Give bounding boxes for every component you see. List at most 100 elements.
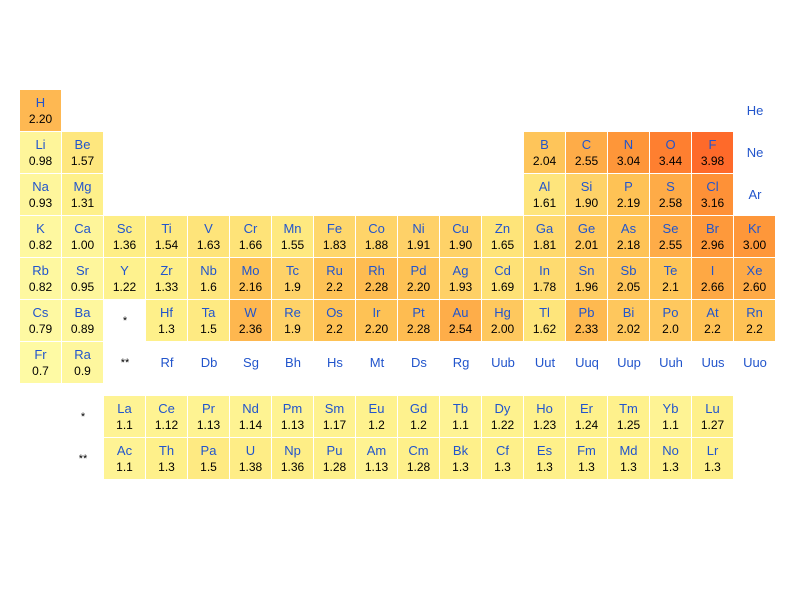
element-cf: Cf1.3 <box>482 438 524 480</box>
element-uus: Uus <box>692 342 734 384</box>
period-row: Li0.98Be1.57B2.04C2.55N3.04O3.44F3.98Ne <box>20 132 776 174</box>
period-row: Rb0.82Sr0.95Y1.22Zr1.33Nb1.6Mo2.16Tc1.9R… <box>20 258 776 300</box>
element-uuo: Uuo <box>734 342 776 384</box>
element-value: 1.3 <box>578 459 595 475</box>
element-bk: Bk1.3 <box>440 438 482 480</box>
element-se: Se2.55 <box>650 216 692 258</box>
element-symbol: Cf <box>496 443 509 459</box>
element-symbol: Ni <box>412 221 424 237</box>
element-symbol: Sg <box>243 355 259 371</box>
element-value: 2.02 <box>617 321 640 337</box>
element-uuq: Uuq <box>566 342 608 384</box>
element-value: 1.66 <box>239 237 262 253</box>
element-symbol: Pr <box>202 401 215 417</box>
element-value: 1.69 <box>491 279 514 295</box>
element-value: 1.62 <box>533 321 556 337</box>
element-value: 1.25 <box>617 417 640 433</box>
element-ge: Ge2.01 <box>566 216 608 258</box>
element-value: 1.28 <box>323 459 346 475</box>
element-value: 1.23 <box>533 417 556 433</box>
element-value: 0.98 <box>29 153 52 169</box>
element-pm: Pm1.13 <box>272 396 314 438</box>
element-symbol: B <box>540 137 549 153</box>
element-value: 1.3 <box>620 459 637 475</box>
element-symbol: Be <box>75 137 91 153</box>
element-symbol: Cu <box>452 221 469 237</box>
element-value: 1.3 <box>662 459 679 475</box>
element-ar: Ar <box>734 174 776 216</box>
element-zr: Zr1.33 <box>146 258 188 300</box>
element-symbol: Uut <box>535 355 555 371</box>
element-value: 2.05 <box>617 279 640 295</box>
element-ni: Ni1.91 <box>398 216 440 258</box>
element-**: ** <box>62 438 104 480</box>
element-symbol: Tm <box>619 401 638 417</box>
element-b: B2.04 <box>524 132 566 174</box>
element-v: V1.63 <box>188 216 230 258</box>
element-value: 2.18 <box>617 237 640 253</box>
element-hg: Hg2.00 <box>482 300 524 342</box>
element-symbol: Uus <box>701 355 724 371</box>
element-ho: Ho1.23 <box>524 396 566 438</box>
element-li: Li0.98 <box>20 132 62 174</box>
element-lu: Lu1.27 <box>692 396 734 438</box>
element-sb: Sb2.05 <box>608 258 650 300</box>
element-value: 1.27 <box>701 417 724 433</box>
element-symbol: Tb <box>453 401 468 417</box>
element-am: Am1.13 <box>356 438 398 480</box>
element-value: 1.3 <box>158 321 175 337</box>
element-ra: Ra0.9 <box>62 342 104 384</box>
element-as: As2.18 <box>608 216 650 258</box>
element-symbol: Bh <box>285 355 301 371</box>
element-symbol: Uup <box>617 355 641 371</box>
element-*: * <box>62 396 104 438</box>
element-uub: Uub <box>482 342 524 384</box>
element-pa: Pa1.5 <box>188 438 230 480</box>
element-symbol: No <box>662 443 679 459</box>
element-value: 2.58 <box>659 195 682 211</box>
element-value: 1.2 <box>368 417 385 433</box>
element-*: * <box>104 300 146 342</box>
element-value: 1.24 <box>575 417 598 433</box>
element-value: 1.36 <box>281 459 304 475</box>
element-xe: Xe2.60 <box>734 258 776 300</box>
element-ca: Ca1.00 <box>62 216 104 258</box>
element-value: 1.90 <box>449 237 472 253</box>
element-mn: Mn1.55 <box>272 216 314 258</box>
element-value: 1.65 <box>491 237 514 253</box>
asterisk-marker: ** <box>121 357 130 369</box>
element-value: 2.2 <box>326 279 343 295</box>
element-value: 0.93 <box>29 195 52 211</box>
element-value: 1.31 <box>71 195 94 211</box>
element-symbol: Xe <box>747 263 763 279</box>
element-symbol: Zn <box>495 221 510 237</box>
element-value: 2.2 <box>746 321 763 337</box>
period-row: Cs0.79Ba0.89*Hf1.3Ta1.5W2.36Re1.9Os2.2Ir… <box>20 300 776 342</box>
element-pb: Pb2.33 <box>566 300 608 342</box>
element-pr: Pr1.13 <box>188 396 230 438</box>
element-br: Br2.96 <box>692 216 734 258</box>
element-rn: Rn2.2 <box>734 300 776 342</box>
element-symbol: Sm <box>325 401 345 417</box>
element-ds: Ds <box>398 342 440 384</box>
element-n: N3.04 <box>608 132 650 174</box>
element-symbol: Pu <box>327 443 343 459</box>
element-es: Es1.3 <box>524 438 566 480</box>
element-**: ** <box>104 342 146 384</box>
element-value: 2.60 <box>743 279 766 295</box>
element-symbol: Ra <box>74 347 91 363</box>
element-symbol: Lu <box>705 401 719 417</box>
element-symbol: Ge <box>578 221 595 237</box>
element-symbol: Fr <box>34 347 46 363</box>
element-symbol: Ho <box>536 401 553 417</box>
element-symbol: Ne <box>747 145 764 161</box>
element-symbol: Rn <box>746 305 763 321</box>
element-symbol: Ce <box>158 401 175 417</box>
element-nd: Nd1.14 <box>230 396 272 438</box>
element-y: Y1.22 <box>104 258 146 300</box>
element-symbol: Cd <box>494 263 511 279</box>
element-symbol: Tc <box>286 263 299 279</box>
element-value: 1.55 <box>281 237 304 253</box>
element-value: 2.20 <box>407 279 430 295</box>
element-symbol: Pt <box>412 305 424 321</box>
